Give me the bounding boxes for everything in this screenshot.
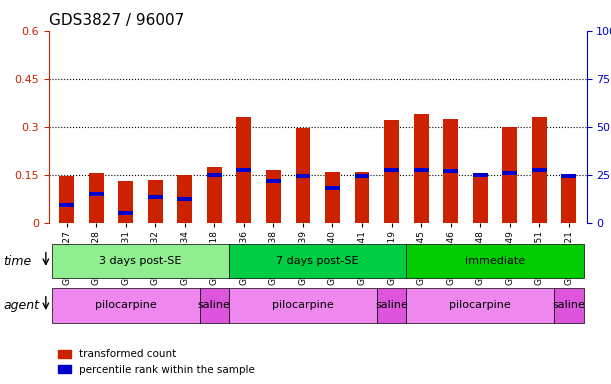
Bar — [473, 173, 488, 177]
Bar — [59, 203, 74, 207]
FancyBboxPatch shape — [377, 288, 406, 323]
Bar — [414, 168, 428, 172]
Bar — [443, 169, 458, 173]
Text: pilocarpine: pilocarpine — [95, 300, 156, 310]
FancyBboxPatch shape — [406, 288, 554, 323]
Bar — [354, 174, 370, 178]
Bar — [266, 179, 281, 183]
Bar — [532, 168, 547, 172]
Bar — [443, 119, 458, 223]
Text: pilocarpine: pilocarpine — [272, 300, 334, 310]
Bar — [148, 180, 163, 223]
FancyBboxPatch shape — [229, 288, 377, 323]
Bar — [207, 174, 222, 177]
Text: 3 days post-SE: 3 days post-SE — [99, 256, 181, 266]
Text: saline: saline — [375, 300, 408, 310]
Bar — [562, 174, 576, 223]
FancyBboxPatch shape — [52, 244, 229, 278]
Bar — [207, 167, 222, 223]
Bar — [296, 128, 310, 223]
Text: immediate: immediate — [465, 256, 525, 266]
Text: pilocarpine: pilocarpine — [449, 300, 511, 310]
Text: saline: saline — [198, 300, 231, 310]
Text: time: time — [3, 255, 31, 268]
Bar — [236, 168, 251, 172]
FancyBboxPatch shape — [229, 244, 406, 278]
Bar — [177, 175, 192, 223]
FancyBboxPatch shape — [406, 244, 584, 278]
Bar — [325, 186, 340, 190]
Bar — [473, 173, 488, 223]
FancyBboxPatch shape — [52, 288, 200, 323]
Bar — [384, 168, 399, 172]
Bar — [354, 172, 370, 223]
Bar — [414, 114, 428, 223]
Bar — [119, 211, 133, 215]
Text: GDS3827 / 96007: GDS3827 / 96007 — [49, 13, 184, 28]
Bar — [236, 117, 251, 223]
Text: saline: saline — [552, 300, 585, 310]
Bar — [148, 195, 163, 199]
Text: agent: agent — [3, 299, 39, 312]
FancyBboxPatch shape — [200, 288, 229, 323]
Bar — [89, 173, 103, 223]
Text: 7 days post-SE: 7 days post-SE — [276, 256, 359, 266]
Bar — [59, 176, 74, 223]
Bar — [89, 192, 103, 196]
Bar — [325, 172, 340, 223]
Bar — [266, 170, 281, 223]
Bar — [562, 174, 576, 178]
Bar — [502, 171, 517, 175]
Bar — [119, 181, 133, 223]
Bar — [502, 127, 517, 223]
Bar — [296, 174, 310, 178]
FancyBboxPatch shape — [554, 288, 584, 323]
Legend: transformed count, percentile rank within the sample: transformed count, percentile rank withi… — [54, 345, 259, 379]
Bar — [532, 117, 547, 223]
Bar — [384, 120, 399, 223]
Bar — [177, 197, 192, 201]
